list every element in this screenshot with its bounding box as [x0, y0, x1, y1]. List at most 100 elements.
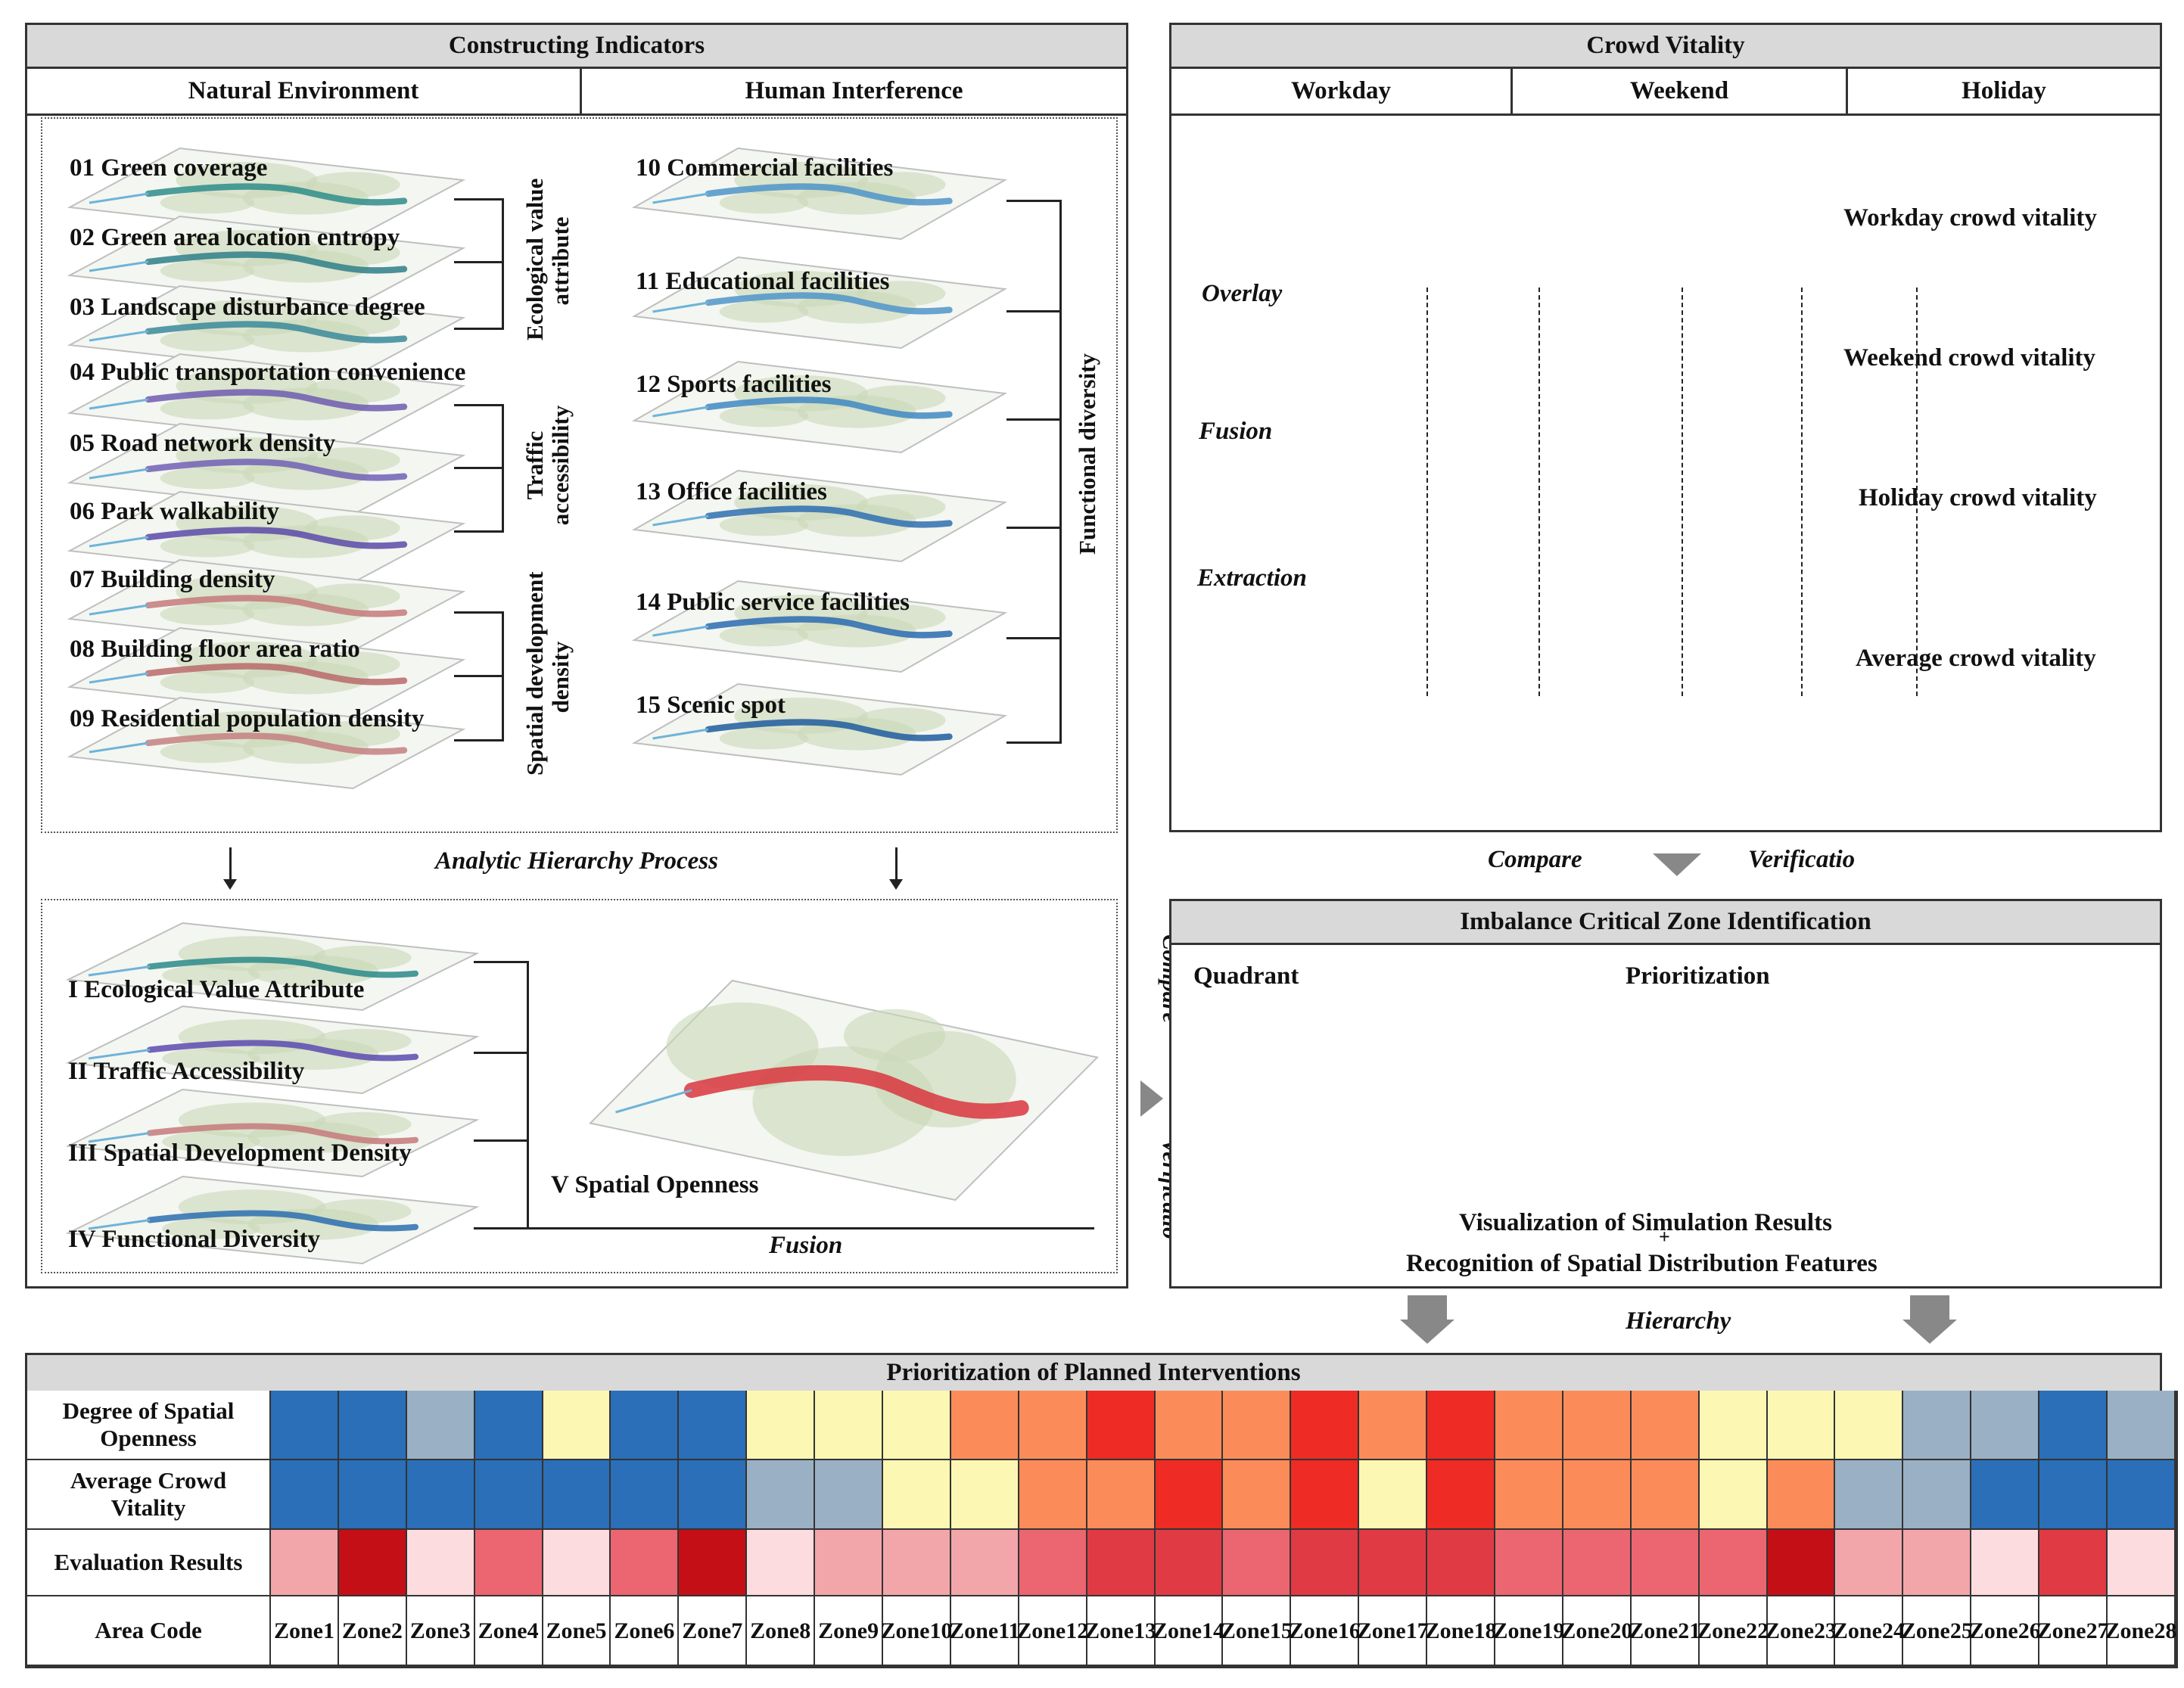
- zone-code-4: Zone 4: [474, 1596, 543, 1666]
- evaluation-cell-10: [883, 1530, 951, 1596]
- indicator-08: 08 Building floor area ratio: [70, 636, 360, 663]
- zone-code-14: Zone 14: [1153, 1596, 1225, 1666]
- verification-label: Verificatio: [1748, 846, 1856, 873]
- vitality-cell-13: [1087, 1460, 1156, 1530]
- zone-prefix: Zone: [1900, 1618, 1950, 1643]
- op-fusion: Fusion: [1199, 418, 1273, 445]
- evaluation-cell-22: [1699, 1530, 1768, 1596]
- vitality-cell-6: [611, 1460, 680, 1530]
- zone-number: 6: [663, 1618, 675, 1643]
- openness-cell-14: [1155, 1391, 1224, 1460]
- zone-code-10: Zone 10: [880, 1596, 952, 1666]
- openness-cell-28: [2108, 1391, 2176, 1460]
- zone-number: 18: [1473, 1618, 1497, 1643]
- indicator-07: 07 Building density: [70, 566, 275, 593]
- tab-holiday[interactable]: Holiday: [1848, 69, 2160, 116]
- recognition-label: Recognition of Spatial Distribution Feat…: [1406, 1250, 1878, 1277]
- group-functional-label: Functional diversity: [1074, 353, 1100, 555]
- evaluation-cell-27: [2039, 1530, 2108, 1596]
- zone-code-5: Zone 5: [543, 1596, 611, 1666]
- dash-2: [1538, 288, 1540, 696]
- zone-prefix: Zone: [1356, 1618, 1406, 1643]
- vitality-cell-20: [1563, 1460, 1632, 1530]
- openness-cell-17: [1359, 1391, 1428, 1460]
- openness-cell-18: [1427, 1391, 1496, 1460]
- zone-number: 19: [1542, 1618, 1565, 1643]
- zone-code-28: Zone 28: [2105, 1596, 2177, 1666]
- imbalance-panel: Imbalance Critical Zone Identification: [1169, 899, 2162, 1289]
- spatial-openness-map: [588, 979, 1100, 1201]
- human-layer-map-3: [631, 360, 1008, 454]
- human-layer-map-2: [631, 256, 1008, 350]
- row-header: Evaluation Results: [27, 1530, 271, 1596]
- openness-cell-9: [815, 1391, 884, 1460]
- vitality-cell-23: [1767, 1460, 1836, 1530]
- human-interference-header: Human Interference: [582, 69, 1126, 116]
- human-layer-map-1: [631, 147, 1008, 241]
- zone-number: 14: [1202, 1618, 1225, 1643]
- group-spatial-label: Spatial development density: [521, 571, 574, 776]
- evaluation-cell-12: [1019, 1530, 1087, 1596]
- functional-bracket: [1059, 200, 1062, 743]
- evaluation-cell-3: [406, 1530, 475, 1596]
- indicator-03: 03 Landscape disturbance degree: [70, 294, 425, 321]
- vitality-cell-4: [474, 1460, 543, 1530]
- constructing-indicators-title: Constructing Indicators: [27, 25, 1126, 69]
- op-overlay: Overlay: [1202, 280, 1283, 307]
- vitality-cell-5: [543, 1460, 611, 1530]
- zone-prefix: Zone: [341, 1618, 391, 1643]
- zone-number: 4: [527, 1618, 539, 1643]
- evaluation-cell-15: [1223, 1530, 1292, 1596]
- side-arrow-icon: [1140, 1080, 1163, 1117]
- openness-cell-23: [1767, 1391, 1836, 1460]
- human-layer-map-5: [631, 580, 1008, 673]
- zone-number: 21: [1678, 1618, 1701, 1643]
- natural-layer-map-3: [67, 284, 466, 378]
- vitality-cell-3: [406, 1460, 475, 1530]
- openness-cell-24: [1835, 1391, 1904, 1460]
- natural-layer-map-7: [67, 558, 466, 652]
- vitality-cell-25: [1903, 1460, 1972, 1530]
- hierarchy-arrow-right: [1910, 1295, 1949, 1321]
- zone-number: 2: [390, 1618, 403, 1643]
- openness-cell-7: [679, 1391, 748, 1460]
- hierarchy-arrow-right-head: [1902, 1320, 1957, 1344]
- openness-cell-20: [1563, 1391, 1632, 1460]
- dash-4: [1801, 288, 1803, 696]
- zone-prefix: Zone: [1153, 1618, 1202, 1643]
- bracket-spatial-mid: [454, 675, 504, 677]
- row-header: Area Code: [27, 1596, 271, 1666]
- zone-prefix: Zone: [1832, 1618, 1882, 1643]
- vitality-cell-10: [883, 1460, 951, 1530]
- prioritization-label: Prioritization: [1626, 962, 1770, 990]
- ahp-arrow-right: [895, 847, 898, 885]
- tab-workday[interactable]: Workday: [1171, 69, 1510, 116]
- zone-code-22: Zone 22: [1697, 1596, 1769, 1666]
- zone-number: 7: [731, 1618, 743, 1643]
- zone-prefix: Zone: [1220, 1618, 1270, 1643]
- tab-weekend[interactable]: Weekend: [1513, 69, 1846, 116]
- vitality-cell-8: [747, 1460, 816, 1530]
- hierarchy-arrow-left: [1408, 1295, 1447, 1321]
- evaluation-cell-4: [474, 1530, 543, 1596]
- zone-number: 20: [1610, 1618, 1633, 1643]
- group-ecological-label: Ecological value attribute: [521, 178, 574, 340]
- zone-prefix: Zone: [1016, 1618, 1066, 1643]
- header-divider: [580, 69, 582, 116]
- indicator-10: 10 Commercial facilities: [636, 154, 894, 182]
- evaluation-cell-16: [1291, 1530, 1360, 1596]
- result-layer-map-2: [65, 1005, 480, 1095]
- human-layer-map-6: [631, 682, 1008, 776]
- evaluation-cell-1: [271, 1530, 339, 1596]
- openness-cell-8: [747, 1391, 816, 1460]
- result-link-4: [474, 1227, 1094, 1229]
- indicator-02: 02 Green area location entropy: [70, 224, 400, 251]
- indicator-13: 13 Office facilities: [636, 478, 827, 505]
- layer-workday-label: Workday crowd vitality: [1843, 204, 2097, 232]
- zone-prefix: Zone: [949, 1618, 999, 1643]
- openness-cell-2: [338, 1391, 407, 1460]
- evaluation-cell-21: [1631, 1530, 1700, 1596]
- vitality-cell-17: [1359, 1460, 1428, 1530]
- zone-code-23: Zone 23: [1765, 1596, 1837, 1666]
- zone-number: 12: [1066, 1618, 1089, 1643]
